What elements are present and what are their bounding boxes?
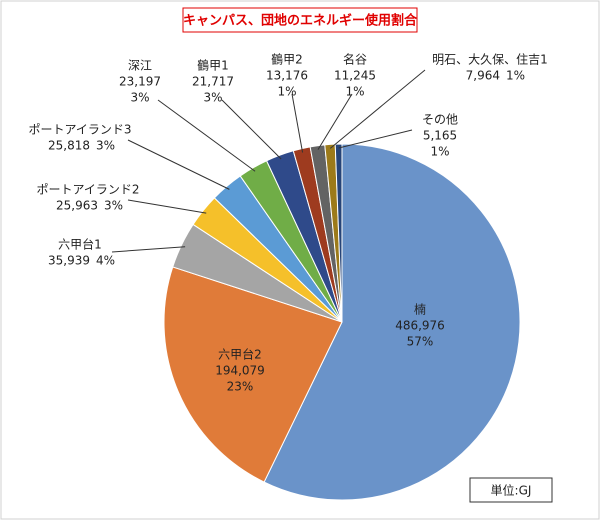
slice-percent: 1% [430,145,449,159]
slice-name: 鶴甲1 [197,58,229,73]
slice-value: 194,079 [215,364,265,378]
slice-value: 23,197 [119,75,161,89]
leader-line [221,99,282,160]
slice-percent: 23% [227,380,254,394]
slice-name: ポートアイランド2 [36,183,139,197]
slice-name: 名谷 [343,52,367,67]
leader-line [329,69,426,149]
slice-value: 25,818 [48,139,90,153]
slice-percent: 3% [96,139,115,153]
slice-percent: 1% [277,85,296,99]
slice-value: 25,963 [56,199,98,213]
unit-box [469,477,553,503]
slice-name: 明石、大久保、住吉1 [432,53,548,67]
chart-title: キャンパス、団地のエネルギー使用割合 [183,13,418,29]
slice-name: 六甲台1 [58,237,102,252]
slice-value: 7,964 [466,69,500,83]
leader-line [111,246,186,253]
slice-value: 35,939 [48,254,90,268]
slice-percent: 3% [203,91,222,105]
pie-slice [163,266,343,483]
leader-line [127,199,207,214]
slice-percent: 57% [407,335,434,349]
slice-name: ポートアイランド3 [28,123,131,137]
leader-line [291,93,304,153]
slice-name: 六甲台2 [218,347,262,362]
pie-slice [263,143,521,501]
slice-percent: 1% [345,85,364,99]
slice-name: 鶴甲2 [271,52,303,67]
slice-value: 13,176 [266,69,308,83]
slice-value: 11,245 [334,69,376,83]
slice-percent: 1% [506,69,525,83]
slice-name: 楠 [414,302,426,317]
leader-line [317,93,353,150]
slice-percent: 3% [130,91,149,105]
slice-value: 486,976 [395,319,445,333]
leader-line [338,129,413,149]
leader-line [157,99,256,172]
slice-value: 5,165 [423,129,457,143]
slice-value: 21,717 [192,75,234,89]
leader-line [127,139,230,190]
title-box [182,7,418,33]
slice-percent: 4% [96,254,115,268]
slice-name: その他 [422,113,458,127]
slice-percent: 3% [104,199,123,213]
unit-label: 単位:GJ [491,483,532,498]
slice-name: 深江 [128,59,152,73]
